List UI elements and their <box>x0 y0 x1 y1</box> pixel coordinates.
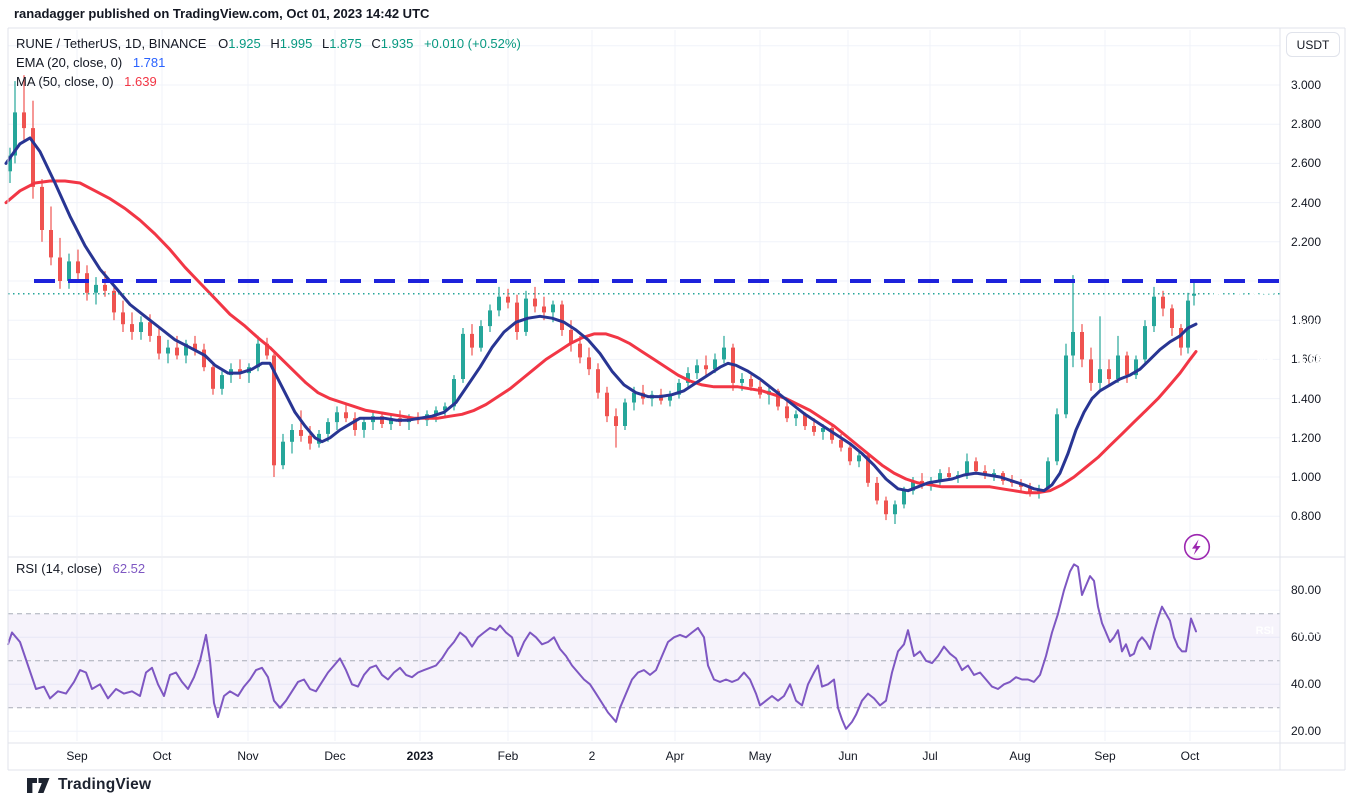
tradingview-logo[interactable]: TradingView <box>27 776 151 794</box>
publish-attribution: ranadagger published on TradingView.com,… <box>14 6 430 21</box>
rsi-legend-row[interactable]: RSI (14, close) 62.52 <box>16 561 145 576</box>
time-tick-label: Dec <box>324 749 346 763</box>
rsi-tick-label: 80.00 <box>1291 583 1322 598</box>
price-tick-label: 2.400 <box>1291 195 1322 210</box>
rsi-tick-label: 40.00 <box>1291 677 1322 692</box>
ohlc-high-label: H <box>270 36 280 51</box>
price-tick-label: 3.000 <box>1291 78 1322 92</box>
rsi-legend-label: RSI (14, close) <box>16 561 102 576</box>
ema-legend-row[interactable]: EMA (20, close, 0) 1.781 <box>16 54 521 72</box>
rsi-legend-value: 62.52 <box>112 561 146 576</box>
time-tick-label: Jul <box>922 749 938 763</box>
ohlc-open-value: 1.925 <box>228 36 261 51</box>
ma-axis-badge: 1.639 <box>1298 352 1329 366</box>
level-price-badge: 2.000 <box>1297 274 1330 288</box>
ema-legend-label: EMA (20, close, 0) <box>16 55 123 70</box>
last-price-flag-tag: RUNEUSDT <box>1212 290 1274 303</box>
time-tick-label: Oct <box>152 749 172 763</box>
bar-countdown: 09:17:04 <box>1291 320 1336 332</box>
ma-legend-value: 1.639 <box>124 74 157 89</box>
last-price-badge: 1.935 −30.35% 09:17:04 <box>1282 288 1345 336</box>
last-price-change: −30.35% <box>1290 306 1337 318</box>
time-tick-label: Feb <box>497 749 519 763</box>
time-tick-label: Nov <box>237 749 259 763</box>
time-tick-label: Sep <box>1094 749 1116 763</box>
time-tick-label: Apr <box>665 749 685 763</box>
ema-axis-tag: EMA <box>1249 335 1274 348</box>
currency-toggle-button[interactable]: USDT <box>1286 32 1340 57</box>
price-tick-label: 1.800 <box>1291 313 1322 328</box>
ema-axis-badge: 1.781 <box>1298 335 1329 349</box>
time-tick-label: Aug <box>1009 749 1031 763</box>
lightning-icon[interactable] <box>1183 533 1211 561</box>
symbol-title: RUNE / TetherUS, 1D, BINANCE <box>16 36 207 51</box>
ohlc-low-value: 1.875 <box>329 36 362 51</box>
price-tick-label: 1.400 <box>1291 391 1322 406</box>
price-tick-label: 2.800 <box>1291 117 1322 132</box>
price-tick-label: 0.800 <box>1291 509 1322 524</box>
ohlc-close-value: 1.935 <box>380 36 414 51</box>
main-legend: RUNE / TetherUS, 1D, BINANCE O1.925 H1.9… <box>16 35 521 92</box>
ema-legend-value: 1.781 <box>132 55 166 70</box>
rsi-tick-label: 20.00 <box>1291 724 1322 739</box>
price-tick-label: 1.600 <box>1291 352 1322 367</box>
ohlc-low-label: L <box>321 36 330 51</box>
change-value: +0.010 (+0.52%) <box>423 36 521 51</box>
time-tick-label: May <box>748 749 772 763</box>
brand-name: TradingView <box>58 776 152 793</box>
ohlc-close-label: C <box>371 36 381 51</box>
ohlc-high-value: 1.995 <box>279 36 313 51</box>
ma-legend-label: MA (50, close, 0) <box>16 74 114 89</box>
price-tick-label: 2.600 <box>1291 156 1322 171</box>
rsi-axis-badge: 62.52 <box>1298 624 1329 638</box>
time-tick-label: Sep <box>66 749 88 763</box>
ma-legend-row[interactable]: MA (50, close, 0) 1.639 <box>16 73 521 91</box>
time-tick-label: 2023 <box>406 749 434 763</box>
price-tick-label: 1.000 <box>1291 470 1322 484</box>
symbol-legend-row[interactable]: RUNE / TetherUS, 1D, BINANCE O1.925 H1.9… <box>16 35 521 53</box>
ohlc-open-label: O <box>218 36 229 51</box>
rsi-axis-tag: RSI <box>1255 624 1274 637</box>
price-tick-label: 2.200 <box>1291 234 1322 249</box>
price-tick-label: 1.200 <box>1291 430 1322 445</box>
time-tick-label: Jun <box>838 749 858 763</box>
ma-axis-tag: MA <box>1256 352 1274 365</box>
last-price-value: 1.935 <box>1297 290 1330 304</box>
time-tick-label: 2 <box>588 749 596 763</box>
time-tick-label: Oct <box>1180 749 1200 763</box>
rsi-tick-label: 60.00 <box>1291 630 1322 645</box>
tradingview-logo-icon <box>27 777 50 793</box>
